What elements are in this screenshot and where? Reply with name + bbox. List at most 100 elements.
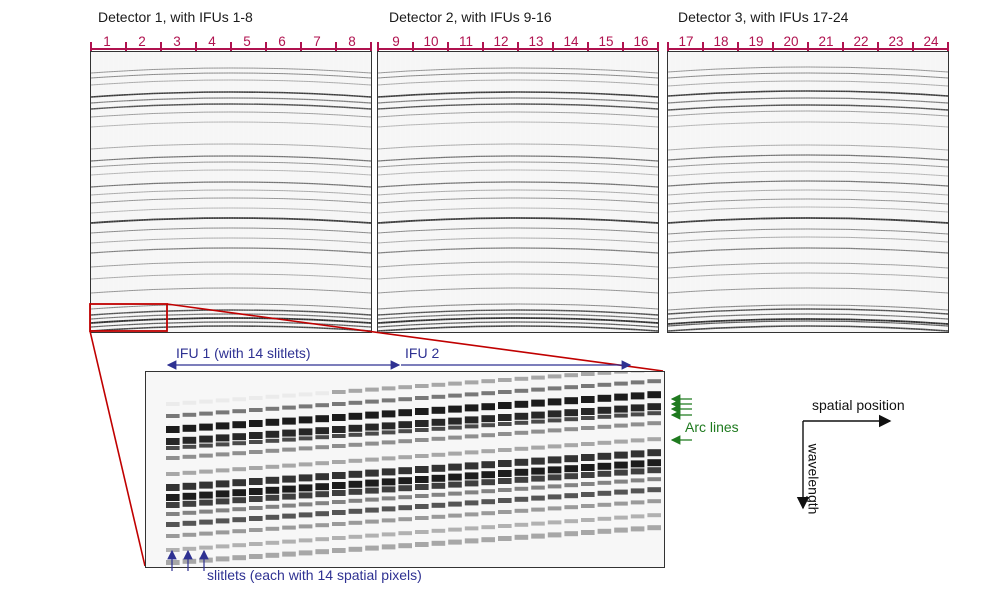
slitlet-segment	[415, 454, 429, 458]
slitlet-segment	[398, 477, 412, 485]
slitlet-segment	[348, 488, 363, 495]
slitlet-segment	[514, 486, 529, 491]
slitlet-segment	[332, 548, 346, 553]
slitlet-segment	[166, 548, 180, 552]
slitlet-segment	[531, 429, 545, 434]
slitlet-segment	[232, 543, 246, 548]
arc-line	[668, 287, 948, 294]
detector-1-title: Detector 1, with IFUs 1-8	[98, 9, 253, 25]
slitlet-segment	[498, 378, 512, 382]
ifu-number: 3	[173, 34, 181, 49]
slitlet-segment	[332, 482, 346, 489]
arc-line	[91, 111, 371, 118]
ruler-tick	[947, 42, 949, 56]
slitlet-segment	[564, 483, 578, 488]
slitlet-segment	[381, 430, 396, 435]
slitlet-segment	[348, 400, 363, 405]
slitlet-segment	[514, 376, 529, 381]
slitlet-segment	[348, 412, 363, 420]
slitlet-segment	[232, 441, 246, 446]
slitlet-segment	[199, 443, 213, 448]
slitlet-segment	[448, 527, 462, 532]
slitlet-segment	[597, 406, 612, 414]
slitlet-segment	[249, 496, 263, 502]
slitlet-segment	[265, 514, 280, 520]
ruler-tick	[912, 42, 914, 56]
slitlet-segment	[298, 392, 313, 397]
slitlet-segment	[282, 429, 296, 437]
slitlet-segment	[564, 531, 578, 537]
slitlet-segment	[199, 411, 213, 416]
slitlet-segment	[514, 446, 529, 451]
slitlet-segment	[315, 491, 329, 498]
slitlet-segment	[381, 422, 396, 430]
slitlet-segment	[298, 462, 313, 467]
slitlet-segment	[365, 507, 379, 513]
slitlet-segment	[215, 468, 230, 473]
slitlet-segment	[597, 372, 612, 375]
ifu-number: 7	[313, 34, 321, 49]
arc-line	[91, 303, 371, 310]
slitlet-segment	[431, 406, 446, 414]
slitlet-segment	[365, 469, 379, 477]
arc-line	[91, 143, 371, 150]
slitlet-segment	[630, 412, 645, 417]
slitlet-segment	[265, 476, 280, 484]
slitlet-segment	[199, 399, 213, 404]
slitlet-segment	[415, 428, 429, 432]
slitlet-segment	[315, 391, 329, 396]
slitlet-segment	[232, 433, 246, 441]
slitlet-segment	[199, 469, 213, 474]
arc-line	[378, 227, 658, 234]
slitlet-segment	[581, 426, 595, 430]
slitlet-segment	[498, 414, 512, 421]
slitlet-segment	[481, 479, 495, 486]
arc-line	[91, 197, 371, 204]
slitlet-segment	[514, 508, 529, 513]
slitlet-segment	[199, 435, 213, 443]
slitlet-segment	[614, 439, 628, 444]
slitlet-segment	[581, 472, 595, 478]
arc-line	[668, 66, 948, 73]
slitlet-segment	[182, 454, 197, 459]
slitlet-segment	[348, 534, 363, 539]
slitlet-segment	[166, 446, 180, 450]
slitlet-segment	[199, 481, 213, 489]
slitlet-segment	[514, 534, 529, 540]
ifu1-label: IFU 1 (with 14 slitlets)	[176, 345, 311, 361]
slitlet-segment	[464, 434, 479, 439]
slitlet-segment	[581, 416, 595, 420]
arc-line	[91, 161, 371, 168]
arc-line	[668, 154, 948, 161]
slitlet-segment	[614, 479, 628, 484]
slitlet-segment	[215, 530, 230, 535]
slitlet-segment	[332, 414, 346, 421]
slitlet-segment	[531, 411, 545, 419]
slitlet-segment	[182, 400, 197, 405]
arc-line	[378, 91, 658, 98]
arc-line	[378, 97, 658, 104]
slitlet-segment	[514, 430, 529, 435]
slitlet-segment	[597, 382, 612, 387]
slitlet-segment	[547, 398, 562, 406]
slitlet-segment	[614, 461, 628, 469]
slitlet-segment	[249, 488, 263, 495]
slitlet-segment	[298, 404, 313, 409]
slitlet-segment	[182, 424, 197, 432]
slitlet-segment	[282, 437, 296, 442]
ifu-number: 4	[208, 34, 216, 49]
slitlet-segment	[514, 400, 529, 408]
ifu2-label: IFU 2	[405, 345, 440, 361]
slitlet-segment	[398, 421, 412, 429]
slitlet-segment	[381, 478, 396, 486]
slitlet-segment	[415, 516, 429, 520]
slitlet-segment	[481, 499, 495, 505]
slitlet-segment	[332, 444, 346, 448]
slitlet-segment	[647, 459, 661, 467]
slitlet-segment	[332, 402, 346, 406]
slitlet-segment	[498, 498, 512, 503]
slitlet-segment	[514, 496, 529, 502]
ruler-tick	[370, 42, 372, 56]
slitlet-segment	[464, 392, 479, 397]
arc-line	[668, 325, 948, 332]
